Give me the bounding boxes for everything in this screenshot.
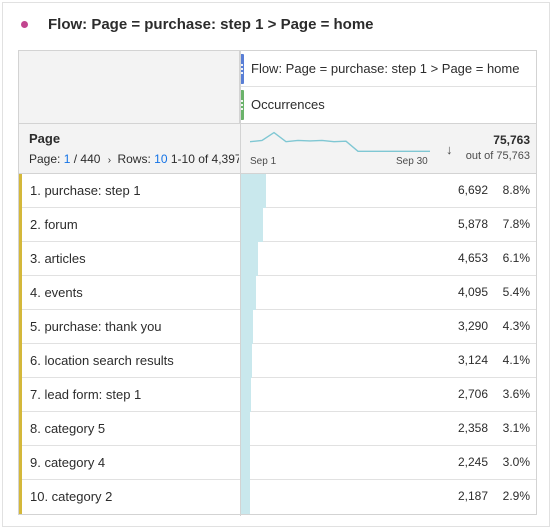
column-divider	[240, 51, 241, 516]
row-dimension-label[interactable]: 4. events	[30, 285, 83, 300]
row-range: 1-10 of 4,397	[170, 152, 239, 166]
row-color-accent	[19, 480, 22, 514]
row-dimension-label[interactable]: 3. articles	[30, 251, 86, 266]
row-percent-bar	[240, 446, 250, 480]
row-percent-bar	[240, 208, 263, 242]
row-percent-bar	[240, 344, 252, 378]
panel-title[interactable]: Flow: Page = purchase: step 1 > Page = h…	[48, 16, 374, 33]
freeform-table: Flow: Page = purchase: step 1 > Page = h…	[18, 50, 537, 516]
row-value: 3,290	[457, 319, 488, 333]
row-value: 2,358	[457, 421, 488, 435]
panel-header: Flow: Page = purchase: step 1 > Page = h…	[3, 3, 549, 49]
page-label: Page:	[29, 152, 61, 166]
column-total: 75,763	[493, 133, 530, 147]
row-color-accent	[19, 412, 22, 446]
sparkline-trend	[250, 131, 430, 152]
next-page-icon[interactable]: ›	[107, 155, 112, 166]
row-dimension-label[interactable]: 10. category 2	[30, 489, 113, 504]
row-color-accent	[19, 344, 22, 378]
metric-column-header[interactable]: Occurrences	[240, 87, 536, 123]
row-percent-bar	[240, 310, 253, 344]
row-percent-bar	[240, 378, 251, 412]
sparkline-start-label: Sep 1	[250, 156, 277, 167]
sort-descending-icon[interactable]: ↓	[446, 142, 453, 157]
table-row[interactable]: 10. category 2 2,187 2.9%	[19, 480, 536, 514]
row-dimension-label[interactable]: 8. category 5	[30, 421, 106, 436]
sparkline-chart	[250, 131, 430, 152]
segment-drag-handle[interactable]	[240, 54, 244, 84]
table-row[interactable]: 6. location search results 3,124 4.1%	[19, 344, 536, 378]
row-percent: 4.1%	[502, 353, 530, 367]
row-dimension-label[interactable]: 2. forum	[30, 217, 78, 232]
rows-per-page-select[interactable]: 10	[154, 152, 168, 166]
row-percent: 5.4%	[502, 285, 530, 299]
segment-header-label: Flow: Page = purchase: step 1 > Page = h…	[251, 61, 520, 76]
row-value: 5,878	[457, 217, 488, 231]
row-percent-bar	[240, 412, 250, 446]
table-row[interactable]: 2. forum 5,878 7.8%	[19, 208, 536, 242]
row-color-accent	[19, 208, 22, 242]
row-percent-bar	[240, 242, 258, 276]
table-row[interactable]: 1. purchase: step 1 6,692 8.8%	[19, 174, 536, 208]
rows-label: Rows:	[117, 152, 151, 166]
row-percent: 3.0%	[502, 455, 530, 469]
row-dimension-label[interactable]: 1. purchase: step 1	[30, 183, 141, 198]
row-value: 4,653	[457, 251, 488, 265]
dimension-header-row: Page Page: 1 / 440 › Rows: 10 1-10 of 4,…	[19, 123, 536, 174]
row-percent: 2.9%	[502, 489, 530, 503]
panel-color-dot	[21, 21, 28, 28]
table-body: 1. purchase: step 1 6,692 8.8% 2. forum 5,87…	[19, 174, 536, 514]
row-percent: 3.1%	[502, 421, 530, 435]
dimension-title[interactable]: Page	[29, 131, 61, 146]
table-row[interactable]: 7. lead form: step 1 2,706 3.6%	[19, 378, 536, 412]
row-percent: 7.8%	[502, 217, 530, 231]
row-percent: 4.3%	[502, 319, 530, 333]
row-dimension-label[interactable]: 6. location search results	[30, 353, 174, 368]
row-dimension-label[interactable]: 7. lead form: step 1	[30, 387, 142, 402]
row-percent-bar	[240, 174, 266, 208]
row-percent-bar	[240, 480, 250, 514]
row-percent: 8.8%	[502, 183, 530, 197]
row-color-accent	[19, 242, 22, 276]
row-color-accent	[19, 174, 22, 208]
table-row[interactable]: 8. category 5 2,358 3.1%	[19, 412, 536, 446]
page-total: / 440	[73, 152, 101, 166]
segment-column-header[interactable]: Flow: Page = purchase: step 1 > Page = h…	[240, 51, 536, 87]
metric-header-label: Occurrences	[251, 97, 325, 112]
table-header-corner	[19, 51, 240, 123]
row-color-accent	[19, 276, 22, 310]
row-color-accent	[19, 446, 22, 480]
metric-drag-handle[interactable]	[240, 90, 244, 120]
row-dimension-label[interactable]: 5. purchase: thank you	[30, 319, 162, 334]
row-value: 6,692	[457, 183, 488, 197]
sparkline-end-label: Sep 30	[396, 156, 428, 167]
row-value: 4,095	[457, 285, 488, 299]
row-value: 2,706	[457, 387, 488, 401]
column-total-subtitle: out of 75,763	[465, 150, 530, 162]
pagination-controls: Page: 1 / 440 › Rows: 10 1-10 of 4,397	[29, 152, 239, 166]
row-dimension-label[interactable]: 9. category 4	[30, 455, 106, 470]
row-value: 2,187	[457, 489, 488, 503]
row-color-accent	[19, 310, 22, 344]
table-row[interactable]: 3. articles 4,653 6.1%	[19, 242, 536, 276]
row-percent: 3.6%	[502, 387, 530, 401]
row-color-accent	[19, 378, 22, 412]
table-row[interactable]: 4. events 4,095 5.4%	[19, 276, 536, 310]
page-number-input[interactable]: 1	[63, 152, 71, 166]
table-row[interactable]: 9. category 4 2,245 3.0%	[19, 446, 536, 480]
row-value: 2,245	[457, 455, 488, 469]
row-percent: 6.1%	[502, 251, 530, 265]
row-value: 3,124	[457, 353, 488, 367]
row-percent-bar	[240, 276, 256, 310]
table-row[interactable]: 5. purchase: thank you 3,290 4.3%	[19, 310, 536, 344]
